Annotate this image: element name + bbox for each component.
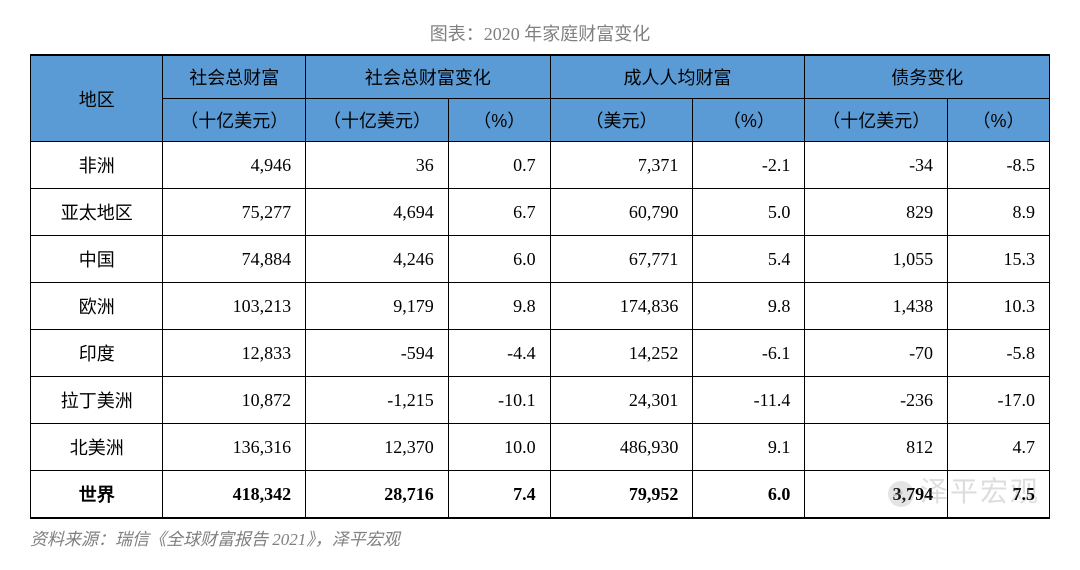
cell-total-change: 4,694 [306,189,449,236]
cell-total-change-pct: 7.4 [448,471,550,519]
cell-total-wealth: 4,946 [163,142,306,189]
cell-adult-wealth-pct: 5.0 [693,189,805,236]
cell-debt-change: 829 [805,189,948,236]
cell-debt-change-pct: -5.8 [948,330,1050,377]
cell-total-wealth: 10,872 [163,377,306,424]
cell-total-change: 9,179 [306,283,449,330]
cell-region: 非洲 [31,142,163,189]
cell-debt-change: -70 [805,330,948,377]
cell-total-change-pct: -4.4 [448,330,550,377]
cell-adult-wealth-pct: -2.1 [693,142,805,189]
table-row: 非洲4,946360.77,371-2.1-34-8.5 [31,142,1050,189]
cell-adult-wealth: 24,301 [550,377,693,424]
cell-total-wealth: 103,213 [163,283,306,330]
wealth-table: 地区 社会总财富 社会总财富变化 成人人均财富 债务变化 （十亿美元） （十亿美… [30,54,1050,519]
cell-debt-change-pct: 7.5 [948,471,1050,519]
cell-adult-wealth-pct: -6.1 [693,330,805,377]
cell-adult-wealth: 174,836 [550,283,693,330]
cell-region: 亚太地区 [31,189,163,236]
cell-adult-wealth: 14,252 [550,330,693,377]
th-aw-pct: （%） [693,99,805,142]
cell-debt-change: -236 [805,377,948,424]
table-row: 欧洲103,2139,1799.8174,8369.81,43810.3 [31,283,1050,330]
cell-adult-wealth-pct: 9.1 [693,424,805,471]
table-row: 拉丁美洲10,872-1,215-10.124,301-11.4-236-17.… [31,377,1050,424]
cell-region: 北美洲 [31,424,163,471]
chart-title: 图表：2020 年家庭财富变化 [30,20,1050,46]
cell-region: 世界 [31,471,163,519]
cell-debt-change: 812 [805,424,948,471]
table-row: 北美洲136,31612,37010.0486,9309.18124.7 [31,424,1050,471]
cell-debt-change-pct: 10.3 [948,283,1050,330]
cell-debt-change-pct: -8.5 [948,142,1050,189]
th-tc-unit: （十亿美元） [306,99,449,142]
cell-debt-change: 1,055 [805,236,948,283]
th-dc-unit: （十亿美元） [805,99,948,142]
table-row: 亚太地区75,2774,6946.760,7905.08298.9 [31,189,1050,236]
cell-debt-change: -34 [805,142,948,189]
th-adult-wealth: 成人人均财富 [550,55,805,99]
th-aw-unit: （美元） [550,99,693,142]
cell-total-change-pct: 6.0 [448,236,550,283]
header-row-1: 地区 社会总财富 社会总财富变化 成人人均财富 债务变化 [31,55,1050,99]
th-debt-change: 债务变化 [805,55,1050,99]
cell-region: 印度 [31,330,163,377]
th-total-change: 社会总财富变化 [306,55,551,99]
cell-adult-wealth-pct: 5.4 [693,236,805,283]
table-row: 印度12,833-594-4.414,252-6.1-70-5.8 [31,330,1050,377]
cell-total-change-pct: -10.1 [448,377,550,424]
cell-total-change: 36 [306,142,449,189]
cell-total-change: -1,215 [306,377,449,424]
cell-total-change: 12,370 [306,424,449,471]
cell-debt-change-pct: 15.3 [948,236,1050,283]
cell-total-wealth: 12,833 [163,330,306,377]
cell-total-wealth: 136,316 [163,424,306,471]
cell-adult-wealth-pct: -11.4 [693,377,805,424]
th-dc-pct: （%） [948,99,1050,142]
cell-adult-wealth: 79,952 [550,471,693,519]
cell-total-change-pct: 6.7 [448,189,550,236]
table-row: 中国74,8844,2466.067,7715.41,05515.3 [31,236,1050,283]
cell-adult-wealth-pct: 6.0 [693,471,805,519]
th-region: 地区 [31,55,163,142]
cell-adult-wealth: 486,930 [550,424,693,471]
cell-total-change-pct: 9.8 [448,283,550,330]
cell-total-change: 4,246 [306,236,449,283]
cell-total-wealth: 75,277 [163,189,306,236]
cell-region: 中国 [31,236,163,283]
cell-total-wealth: 418,342 [163,471,306,519]
table-body: 非洲4,946360.77,371-2.1-34-8.5亚太地区75,2774,… [31,142,1050,519]
cell-debt-change-pct: 4.7 [948,424,1050,471]
cell-region: 拉丁美洲 [31,377,163,424]
cell-adult-wealth-pct: 9.8 [693,283,805,330]
cell-debt-change: 1,438 [805,283,948,330]
cell-total-change-pct: 0.7 [448,142,550,189]
cell-adult-wealth: 7,371 [550,142,693,189]
cell-adult-wealth: 60,790 [550,189,693,236]
th-tc-pct: （%） [448,99,550,142]
cell-total-change: -594 [306,330,449,377]
table-row: 世界418,34228,7167.479,9526.03,7947.5 [31,471,1050,519]
cell-total-change: 28,716 [306,471,449,519]
cell-debt-change-pct: 8.9 [948,189,1050,236]
cell-region: 欧洲 [31,283,163,330]
table-head: 地区 社会总财富 社会总财富变化 成人人均财富 债务变化 （十亿美元） （十亿美… [31,55,1050,142]
cell-total-wealth: 74,884 [163,236,306,283]
cell-debt-change: 3,794 [805,471,948,519]
cell-debt-change-pct: -17.0 [948,377,1050,424]
cell-adult-wealth: 67,771 [550,236,693,283]
cell-total-change-pct: 10.0 [448,424,550,471]
header-row-2: （十亿美元） （十亿美元） （%） （美元） （%） （十亿美元） （%） [31,99,1050,142]
th-tw-unit: （十亿美元） [163,99,306,142]
th-total-wealth: 社会总财富 [163,55,306,99]
